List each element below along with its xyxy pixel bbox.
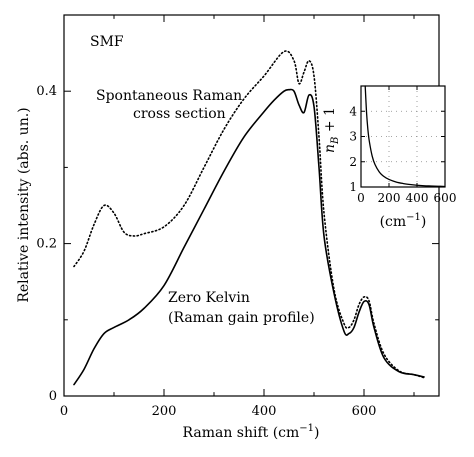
x-axis-label-sup: −1 xyxy=(299,423,314,434)
main-series-solid-line xyxy=(73,88,425,386)
main-y-tick-label-0: 0 xyxy=(49,389,57,404)
inset-x-tick-label-3: 600 xyxy=(434,191,457,205)
inset-grid xyxy=(361,86,445,187)
main-tick-labels: 0 200 400 600 0 0.2 0.4 xyxy=(36,84,376,419)
main-y-tick-label-2: 0.4 xyxy=(36,84,57,99)
inset-plot-background xyxy=(361,86,445,187)
x-axis-label: Raman shift (cm−1) xyxy=(182,423,319,441)
main-series xyxy=(73,50,425,386)
inset-plot: 0 200 400 600 1 2 3 4 (cm−1) nB + 1 xyxy=(322,85,456,230)
inset-y-tick-label-0: 1 xyxy=(349,180,357,194)
main-ticks xyxy=(63,14,439,397)
inset-y-axis-label-text: n xyxy=(322,144,338,153)
inset-x-axis-label: (cm−1) xyxy=(380,212,427,230)
inset-y-tick-label-3: 4 xyxy=(349,104,357,118)
inset-ticks xyxy=(360,86,446,188)
inset-y-axis-label-sub: B xyxy=(330,137,341,145)
inset-y-tick-label-1: 2 xyxy=(349,155,357,169)
annotation-smf: SMF xyxy=(90,34,124,50)
main-plot-frame xyxy=(63,14,440,397)
main-x-tick-label-2: 400 xyxy=(252,404,277,419)
x-axis-label-text: Raman shift (cm xyxy=(182,425,299,441)
inset-y-axis-label-suffix: + 1 xyxy=(322,107,338,137)
main-x-tick-label-3: 600 xyxy=(352,404,377,419)
inset-y-tick-label-2: 3 xyxy=(349,130,357,144)
inset-series xyxy=(364,85,446,188)
inset-series-solid-line xyxy=(364,85,446,188)
annotation-spontaneous-2: cross section xyxy=(133,106,226,122)
inset-x-axis-label-text: (cm xyxy=(380,214,407,230)
inset-tick-labels: 0 200 400 600 1 2 3 4 xyxy=(349,104,456,205)
inset-x-tick-label-2: 400 xyxy=(406,191,429,205)
x-axis-label-suffix: ) xyxy=(314,425,319,441)
main-series-dotted-line xyxy=(73,50,425,379)
main-y-tick-label-1: 0.2 xyxy=(36,237,57,252)
annotation-zero-kelvin-1: Zero Kelvin xyxy=(168,290,250,306)
annotation-zero-kelvin-2: (Raman gain profile) xyxy=(168,310,315,326)
inset-x-tick-label-1: 200 xyxy=(378,191,401,205)
main-x-tick-label-0: 0 xyxy=(60,404,68,419)
inset-x-axis-label-sup: −1 xyxy=(406,212,421,223)
inset-x-axis-label-suffix: ) xyxy=(421,214,426,230)
inset-y-axis-label: nB + 1 xyxy=(322,107,341,153)
inset-x-tick-label-0: 0 xyxy=(357,191,365,205)
annotation-spontaneous-1: Spontaneous Raman xyxy=(96,88,242,104)
main-x-tick-label-1: 200 xyxy=(152,404,177,419)
y-axis-label: Relative intensity (abs. un.) xyxy=(16,107,32,302)
